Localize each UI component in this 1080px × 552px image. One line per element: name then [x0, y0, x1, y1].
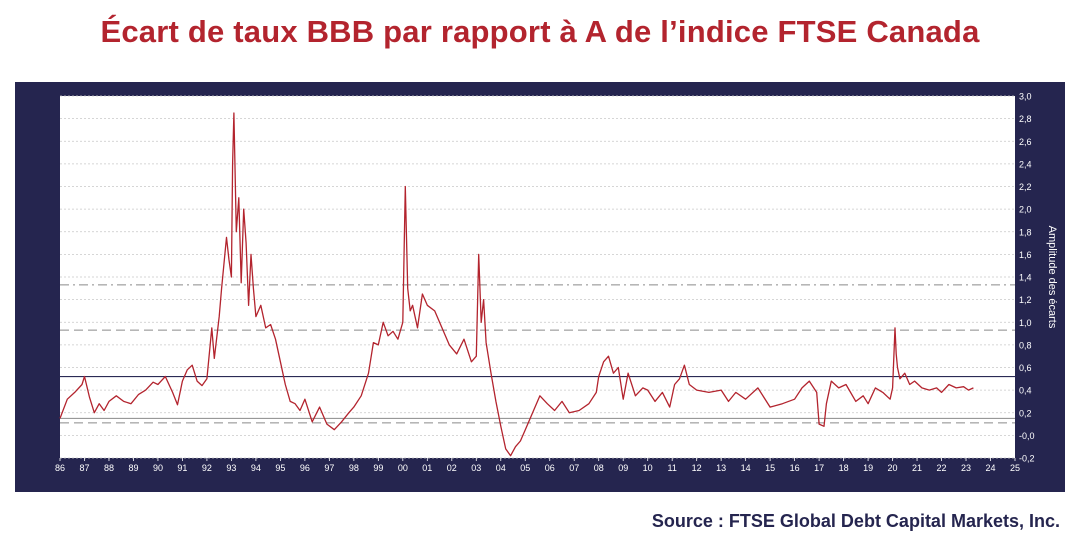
x-tick-label: 12: [692, 463, 702, 473]
x-tick-label: 08: [594, 463, 604, 473]
x-tick-label: 07: [569, 463, 579, 473]
data-series: [59, 112, 974, 457]
x-tick-label: 99: [373, 463, 383, 473]
y-tick-label: 2,8: [1019, 114, 1032, 124]
y-tick-label: 0,6: [1019, 363, 1032, 373]
x-tick-label: 90: [153, 463, 163, 473]
x-tick-label: 10: [643, 463, 653, 473]
x-tick-label: 02: [447, 463, 457, 473]
x-tick-label: 21: [912, 463, 922, 473]
series-line: [59, 112, 974, 457]
x-tick-label: 93: [226, 463, 236, 473]
x-tick-label: 98: [349, 463, 359, 473]
x-tick-label: 13: [716, 463, 726, 473]
y-tick-label: 1,8: [1019, 227, 1032, 237]
source-note: Source : FTSE Global Debt Capital Market…: [651, 511, 1060, 531]
x-tick-label: 11: [668, 463, 677, 473]
y-tick-label: 1,0: [1019, 318, 1032, 328]
x-tick-label: 89: [128, 463, 138, 473]
x-ticks: 86 87 88 89 90 91 92 93 94 95 96 97 98 99 00 01 02 03 04 05…: [55, 458, 1020, 473]
y-tick-label: 3,0: [1019, 92, 1032, 102]
y-tick-label: 1,4: [1019, 273, 1032, 283]
x-tick-label: 04: [496, 463, 506, 473]
y-tick-label: 2,2: [1019, 182, 1032, 192]
y-tick-label: 2,0: [1019, 205, 1032, 215]
y-tick-label: 0,4: [1019, 386, 1032, 396]
y-tick-label: 0,2: [1019, 408, 1032, 418]
x-tick-label: 19: [863, 463, 873, 473]
x-tick-label: 16: [790, 463, 800, 473]
x-tick-label: 17: [814, 463, 824, 473]
x-tick-label: 94: [251, 463, 261, 473]
y-axis-label: Amplitude des écarts: [1046, 226, 1058, 329]
y-tick-label: -0,2: [1019, 454, 1035, 464]
x-tick-label: 05: [520, 463, 530, 473]
x-tick-label: 87: [79, 463, 89, 473]
y-ticks: -0,2 -0,0 0,2 0,4 0,6 0,8 1,0 1,2 1,4 1,6 1,8 2,0 2,…: [1019, 92, 1035, 464]
y-tick-label: 1,6: [1019, 250, 1032, 260]
x-tick-label: 09: [618, 463, 628, 473]
x-tick-label: 00: [398, 463, 408, 473]
x-tick-label: 91: [177, 463, 187, 473]
x-tick-label: 24: [986, 463, 996, 473]
x-tick-label: 86: [55, 463, 65, 473]
x-tick-label: 18: [839, 463, 849, 473]
x-tick-label: 15: [765, 463, 775, 473]
x-tick-label: 97: [324, 463, 334, 473]
x-tick-label: 96: [300, 463, 310, 473]
x-tick-label: 06: [545, 463, 555, 473]
reference-lines: [60, 284, 1015, 424]
chart-title: Écart de taux BBB par rapport à A de l’i…: [100, 14, 980, 49]
x-tick-label: 14: [741, 463, 751, 473]
chart: 86 87 88 89 90 91 92 93 94 95 96 97 98 99 00 01 02 03 04 05…: [55, 92, 1058, 474]
x-tick-label: 92: [202, 463, 212, 473]
x-tick-label: 25: [1010, 463, 1020, 473]
x-tick-label: 01: [422, 463, 432, 473]
x-tick-label: 20: [888, 463, 898, 473]
y-tick-label: 2,4: [1019, 159, 1032, 169]
x-tick-label: 23: [961, 463, 971, 473]
y-grid: [60, 95, 1015, 459]
y-tick-label: 1,2: [1019, 295, 1032, 305]
x-tick-label: 95: [275, 463, 285, 473]
x-tick-label: 22: [937, 463, 947, 473]
y-tick-label: 0,8: [1019, 340, 1032, 350]
x-tick-label: 03: [471, 463, 481, 473]
y-tick-label: -0,0: [1019, 431, 1035, 441]
x-tick-label: 88: [104, 463, 114, 473]
y-tick-label: 2,6: [1019, 137, 1032, 147]
